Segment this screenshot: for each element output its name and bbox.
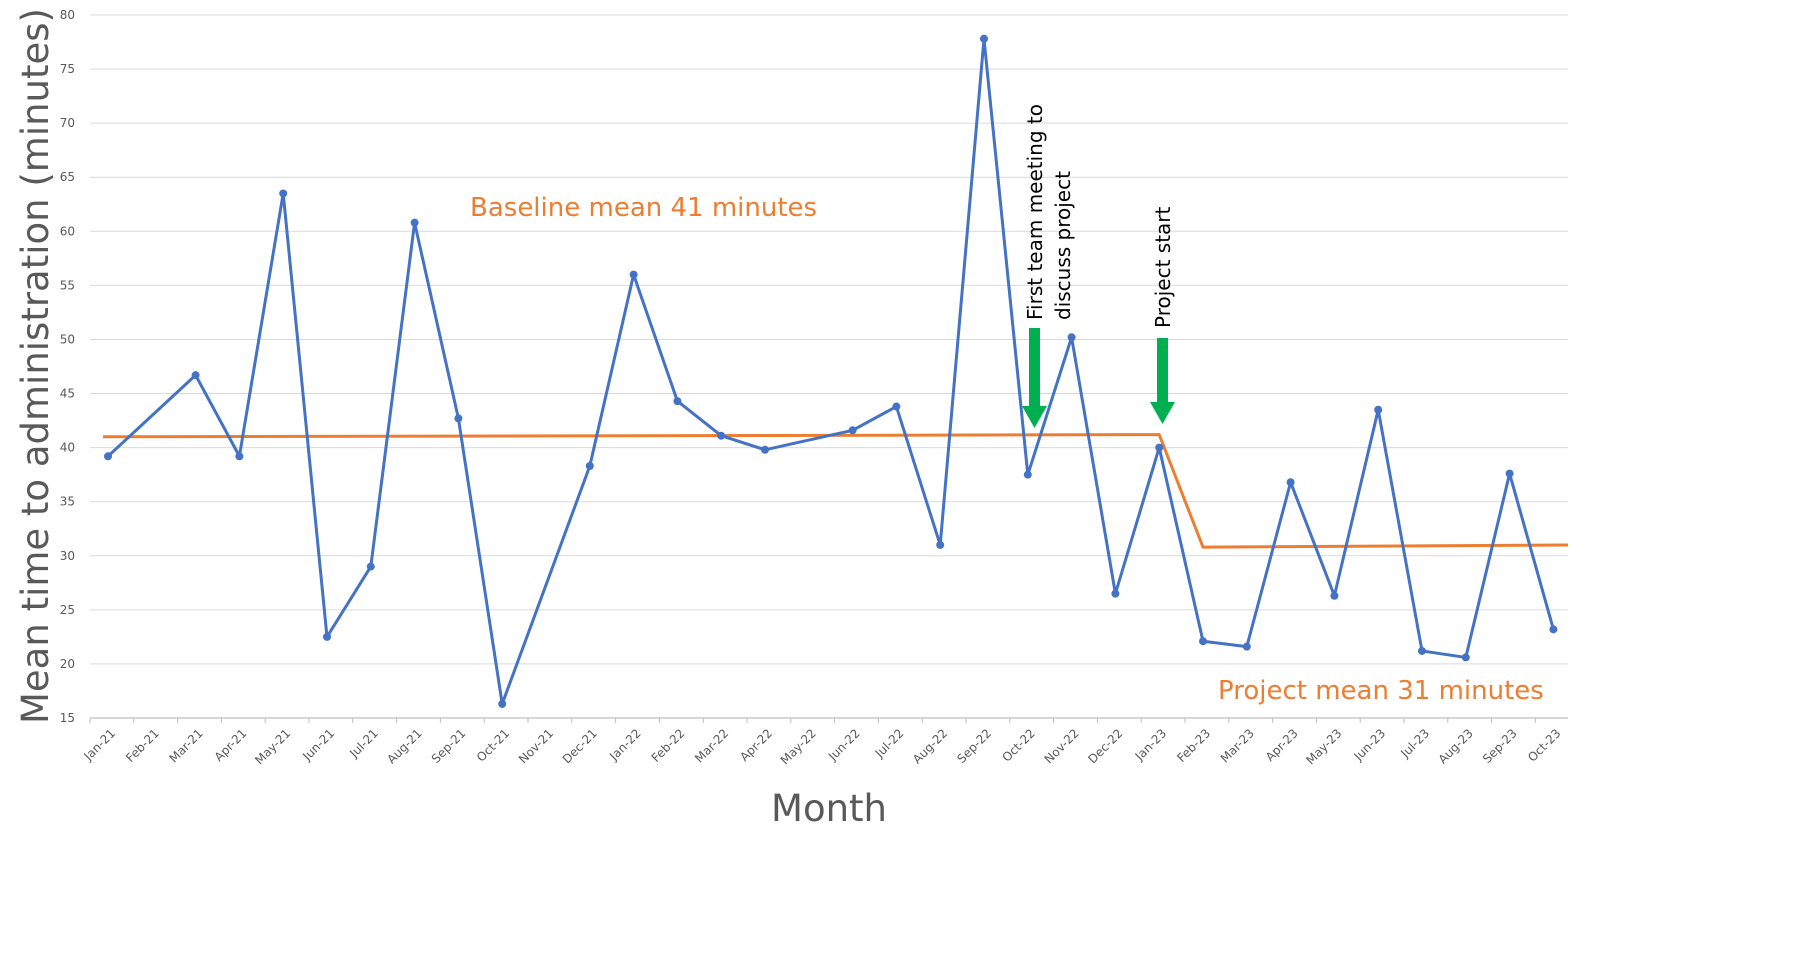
data-point: [1111, 589, 1120, 598]
first-meeting-label-line2: discuss project: [1051, 171, 1075, 320]
data-point: [1199, 637, 1207, 646]
data-point: [235, 452, 244, 461]
x-tick-label: Oct-21: [474, 726, 512, 764]
y-tick-label: 50: [60, 332, 75, 346]
data-point: [279, 189, 288, 198]
data-point: [191, 371, 200, 380]
y-tick-label: 20: [60, 657, 75, 671]
data-point: [1286, 478, 1295, 487]
data-point: [323, 632, 331, 641]
data-point: [761, 445, 769, 454]
y-tick-label: 75: [60, 62, 75, 76]
mean-line: [102, 433, 1569, 549]
y-axis-ticks: 15 20 25 30 35 40 45 50 55 60 65 70 75 80: [60, 8, 75, 725]
data-point: [629, 270, 638, 279]
x-tick-label: Jul-22: [872, 726, 907, 761]
data-point: [1374, 405, 1383, 414]
data-point: [585, 462, 594, 471]
project-start-label: Project start: [1151, 206, 1175, 328]
x-tick-label: Mar-21: [166, 726, 205, 765]
data-point: [848, 426, 857, 435]
data-point: [1242, 642, 1251, 651]
x-tick-label: Oct-23: [1525, 726, 1563, 764]
data-point: [1461, 653, 1470, 662]
y-tick-label: 45: [60, 387, 75, 401]
first-meeting-arrow-icon: [1022, 328, 1047, 428]
baseline-mean-label: Baseline mean 41 minutes: [470, 193, 817, 223]
data-point: [1330, 591, 1339, 600]
data-point: [410, 218, 419, 227]
x-tick-label: Aug-23: [1436, 726, 1476, 766]
x-tick-label: Jun-22: [825, 726, 863, 764]
first-meeting-label-line1: First team meeting to: [1023, 104, 1047, 320]
x-tick-label: Nov-22: [1042, 726, 1082, 766]
gridlines: [90, 14, 1568, 665]
y-tick-label: 30: [60, 549, 75, 563]
x-tick-label: May-22: [778, 726, 819, 767]
data-point: [980, 34, 988, 43]
data-point: [1023, 470, 1032, 479]
x-tick-label: Jun-21: [299, 726, 337, 764]
data-point: [1155, 443, 1164, 452]
x-tick-label: Sep-23: [1480, 726, 1520, 766]
y-tick-label: 65: [60, 170, 75, 184]
y-tick-label: 15: [60, 711, 75, 725]
x-tick-label: Feb-23: [1174, 726, 1213, 765]
data-point: [936, 540, 945, 549]
data-point: [498, 699, 507, 708]
x-tick-label: Sep-22: [954, 726, 994, 766]
x-tick-label: Aug-22: [910, 726, 950, 766]
y-tick-label: 80: [60, 8, 75, 22]
x-tick-label: Mar-22: [692, 726, 731, 765]
x-tick-label: Jan-22: [606, 726, 644, 764]
y-axis-title: Mean time to administration (minutes): [14, 8, 57, 724]
x-tick-label: Nov-21: [516, 726, 556, 766]
x-tick-label: Jul-23: [1397, 726, 1432, 761]
series-layer: [102, 34, 1569, 708]
x-tick-label: Feb-21: [123, 726, 162, 765]
y-tick-label: 55: [60, 278, 75, 292]
x-tick-label: Mar-23: [1218, 726, 1257, 765]
y-tick-label: 70: [60, 116, 75, 130]
y-tick-label: 40: [60, 441, 75, 455]
x-tick-label: Jul-21: [346, 726, 381, 761]
data-point: [1067, 333, 1076, 342]
x-tick-label: May-23: [1303, 726, 1344, 767]
x-tick-label: Jan-23: [1132, 726, 1170, 764]
x-tick-label: Jan-21: [81, 726, 119, 764]
x-tick-label: Jun-23: [1351, 726, 1389, 764]
x-tick-label: Dec-22: [1085, 726, 1125, 766]
data-point: [717, 431, 726, 440]
data-point: [104, 452, 112, 461]
project-start-arrow-icon: [1150, 338, 1175, 424]
data-point: [366, 562, 375, 571]
data-point: [1549, 625, 1558, 634]
x-tick-label: Feb-22: [649, 726, 688, 765]
project-mean-label: Project mean 31 minutes: [1218, 676, 1544, 706]
x-tick-label: Dec-21: [560, 726, 600, 766]
data-point: [892, 402, 901, 411]
y-tick-label: 25: [60, 603, 75, 617]
x-tick-label: Apr-23: [1263, 726, 1301, 764]
y-tick-label: 35: [60, 495, 75, 509]
data-point: [454, 414, 463, 423]
x-tick-label: Apr-22: [737, 726, 775, 764]
data-point: [1505, 469, 1514, 478]
x-tick-label: Sep-21: [429, 726, 469, 766]
x-tick-label: May-21: [252, 726, 293, 767]
data-point: [1418, 646, 1426, 655]
x-axis-title: Month: [771, 787, 887, 830]
x-tick-label: Aug-21: [384, 726, 424, 766]
data-point: [673, 397, 682, 406]
x-axis: Jan-21 Feb-21 Mar-21 Apr-21 May-21 Jun-21 Jul-…: [81, 717, 1568, 767]
data-line: [106, 37, 1555, 706]
y-tick-label: 60: [60, 224, 75, 238]
x-tick-label: Oct-22: [999, 726, 1037, 764]
x-tick-label: Apr-21: [212, 726, 250, 764]
